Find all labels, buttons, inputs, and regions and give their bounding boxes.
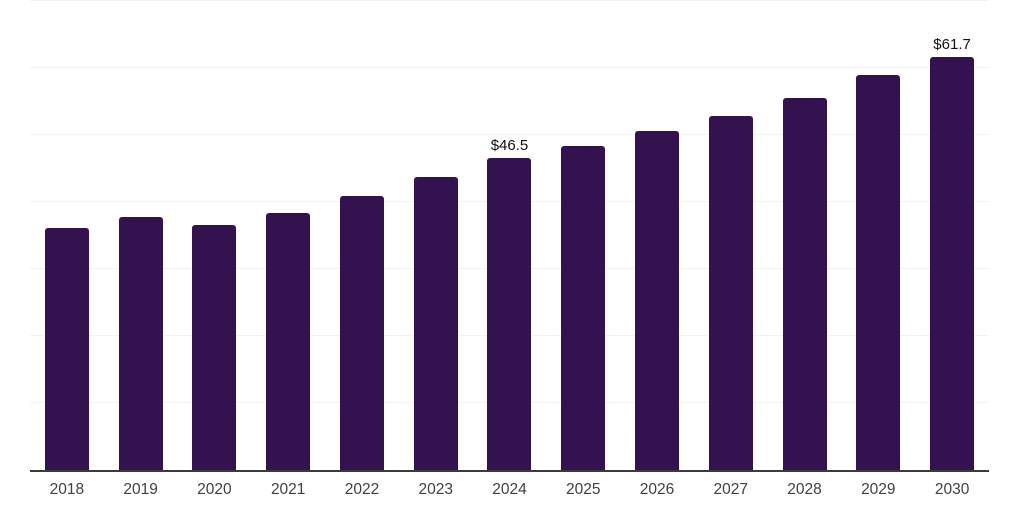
- bar-2023: [413, 177, 458, 470]
- bar-2026: [635, 131, 679, 470]
- bar-group-2026: [620, 0, 694, 470]
- x-tick-label-2030: 2030: [934, 481, 970, 498]
- bar-2018: [44, 227, 89, 470]
- bar-group-2023: [399, 0, 473, 470]
- x-tick-label-2021: 2021: [270, 481, 306, 498]
- bar-2022: [339, 196, 384, 470]
- bar-2027: [708, 116, 753, 470]
- gridline-70: [30, 0, 989, 1]
- x-tick-label-2020: 2020: [197, 481, 232, 498]
- x-tick-label-2028: 2028: [787, 481, 822, 498]
- bar-2019: [118, 216, 163, 470]
- bar-group-2024: $46.5: [473, 0, 547, 470]
- bar-2030: [930, 56, 975, 470]
- x-tick-label-2022: 2022: [344, 481, 380, 498]
- bar-2029: [856, 75, 901, 470]
- bar-group-2028: [768, 0, 842, 470]
- x-tick-label-2019: 2019: [123, 481, 158, 498]
- x-tick-label-2018: 2018: [49, 481, 85, 498]
- bar-group-2021: [251, 0, 325, 470]
- plot-area: $46.5 $61.7: [30, 0, 989, 472]
- x-tick-label-2025: 2025: [566, 481, 601, 498]
- bar-group-2025: [546, 0, 620, 470]
- bar-group-2020: [178, 0, 252, 470]
- bar-group-2019: [104, 0, 178, 470]
- bar-group-2030: $61.7: [915, 0, 989, 470]
- gridline-50: [30, 134, 989, 135]
- bar-2028: [782, 97, 827, 470]
- bar-2024: [487, 158, 532, 470]
- x-tick-label-2029: 2029: [861, 481, 896, 498]
- x-tick-label-2027: 2027: [713, 481, 749, 498]
- bars: $46.5 $61.7: [30, 0, 989, 470]
- x-axis-line: [30, 470, 989, 472]
- x-tick-label-2026: 2026: [639, 481, 675, 498]
- bar-group-2018: [30, 0, 104, 470]
- bar-value-label-2024: $46.5: [490, 137, 529, 155]
- bar-group-2029: [841, 0, 915, 470]
- bar-group-2022: [325, 0, 399, 470]
- bar-2025: [561, 145, 606, 470]
- bar-2020: [192, 225, 237, 470]
- bar-2021: [266, 213, 311, 470]
- x-tick-label-2023: 2023: [418, 481, 453, 498]
- x-tick-label-2024: 2024: [492, 481, 527, 498]
- x-axis-labels: 2018 2019 2020 2021 2022 2023 2024 2025 2026 2027…: [30, 482, 989, 498]
- bar-value-label-2030: $61.7: [933, 35, 971, 53]
- bar-chart: $46.5 $61.7 2018 2019 2020 2021 2022 2023 2024 2…: [30, 0, 989, 512]
- bar-group-2027: [694, 0, 768, 470]
- gridline-60: [30, 67, 989, 68]
